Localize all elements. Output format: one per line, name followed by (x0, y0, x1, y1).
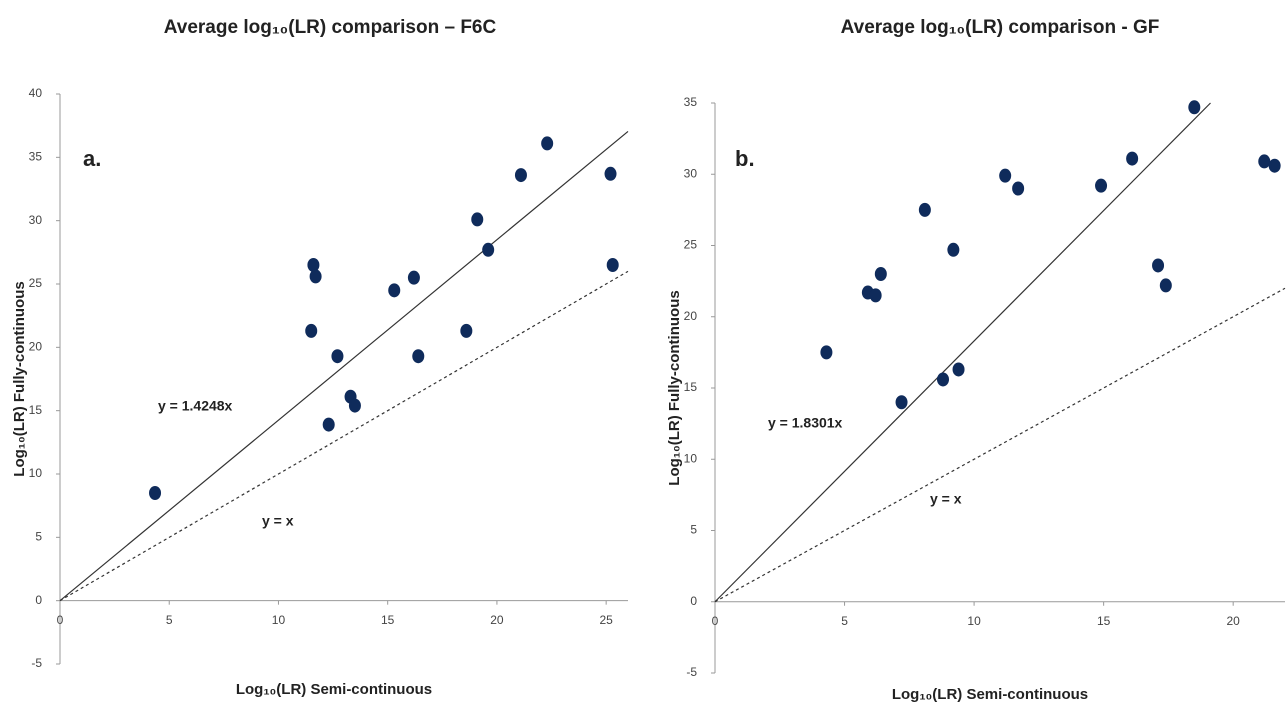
scatter-panel: Average log₁₀(LR) comparison - GF -5 0 5 10 1… (666, 17, 1286, 703)
data-point (460, 323, 473, 338)
panel-label: b. (735, 146, 755, 171)
y-axis-title: Log₁₀(LR) Fully-continuous (666, 290, 683, 485)
data-point (947, 242, 960, 257)
chart-title: Average log₁₀(LR) comparison - GF (841, 17, 1160, 38)
data-point (412, 349, 425, 364)
y-tick-label: 10 (29, 466, 43, 480)
panel-label: a. (83, 146, 101, 171)
fit-line (59, 130, 629, 602)
y-tick-label: 40 (29, 86, 43, 100)
data-point (541, 136, 554, 151)
data-point (407, 270, 420, 285)
data-point (1095, 178, 1108, 193)
data-point (322, 417, 335, 432)
fit-label: y = x (262, 513, 294, 529)
y-tick-label: 5 (690, 523, 697, 537)
data-point (1126, 151, 1139, 166)
data-point (388, 283, 401, 298)
y-tick-label: 15 (684, 380, 698, 394)
fit-line (59, 270, 629, 602)
data-point (1268, 158, 1281, 173)
data-point (604, 166, 617, 181)
data-point (482, 242, 495, 257)
scatter-panel: Average log₁₀(LR) comparison – F6C -5 0 5 10… (11, 17, 629, 698)
data-point (869, 288, 882, 303)
y-tick-label: 20 (29, 340, 43, 354)
data-point (1188, 100, 1201, 115)
data-point (999, 168, 1012, 183)
fit-label: y = 1.8301x (768, 415, 843, 431)
y-tick-label: 10 (684, 451, 698, 465)
data-point (895, 395, 908, 410)
x-tick-label: 15 (381, 613, 395, 627)
y-tick-label: 0 (690, 594, 697, 608)
data-point (348, 398, 361, 413)
y-tick-label: 25 (29, 276, 43, 290)
data-point (514, 168, 527, 183)
x-tick-label: 20 (490, 613, 504, 627)
data-point (918, 202, 931, 217)
data-point (305, 323, 318, 338)
y-tick-label: 30 (29, 213, 43, 227)
x-tick-label: 10 (967, 614, 981, 628)
y-tick-label: 25 (684, 238, 698, 252)
x-tick-label: 5 (841, 614, 848, 628)
data-point (874, 267, 887, 281)
fit-label: y = x (930, 491, 962, 507)
data-point (309, 269, 322, 284)
x-tick-label: 10 (272, 613, 286, 627)
y-tick-label: 35 (684, 95, 698, 109)
data-point (331, 349, 344, 364)
data-point (1012, 181, 1025, 196)
y-tick-label: 20 (684, 309, 698, 323)
data-point (820, 345, 833, 360)
x-tick-label: 5 (166, 613, 173, 627)
y-tick-label: 35 (29, 150, 43, 164)
x-tick-label: 0 (712, 614, 719, 628)
fit-line (714, 102, 1211, 603)
y-axis-title: Log₁₀(LR) Fully-continuous (11, 281, 28, 476)
data-point (937, 372, 949, 387)
y-tick-label: -5 (686, 665, 697, 679)
y-tick-label: 15 (29, 403, 43, 417)
fit-line (714, 287, 1286, 603)
x-axis-title: Log₁₀(LR) Semi-continuous (892, 686, 1088, 703)
data-point (952, 362, 965, 377)
data-point (149, 486, 162, 500)
data-point (307, 258, 320, 272)
y-tick-label: 0 (35, 593, 42, 607)
fit-label: y = 1.4248x (158, 398, 233, 414)
chart-title: Average log₁₀(LR) comparison – F6C (164, 17, 497, 38)
x-tick-label: 0 (57, 613, 64, 627)
y-tick-label: 5 (35, 530, 42, 544)
data-point (1159, 278, 1172, 293)
data-point (471, 212, 484, 227)
data-point (606, 258, 619, 272)
x-axis-title: Log₁₀(LR) Semi-continuous (236, 681, 432, 698)
data-point (1258, 154, 1271, 169)
y-tick-label: 30 (684, 166, 698, 180)
data-point (1152, 258, 1165, 273)
y-tick-label: -5 (31, 656, 42, 670)
x-tick-label: 25 (599, 613, 613, 627)
x-tick-label: 20 (1227, 614, 1241, 628)
x-tick-label: 15 (1097, 614, 1111, 628)
